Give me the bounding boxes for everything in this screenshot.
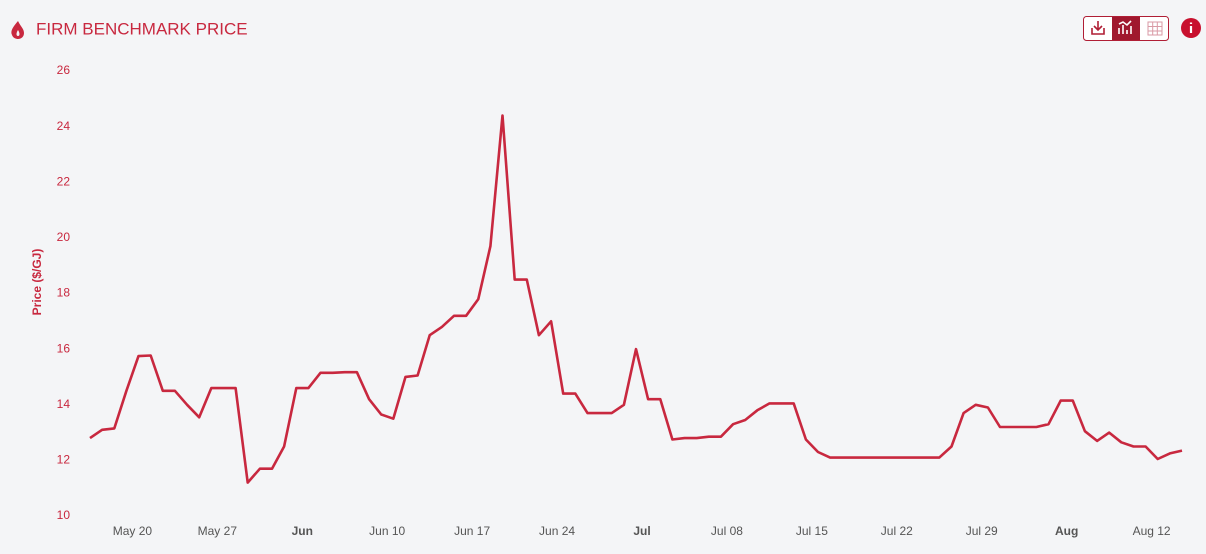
- x-tick-label: Jul 08: [711, 524, 743, 538]
- x-tick-label: Jun 17: [454, 524, 490, 538]
- y-tick-label: 12: [57, 453, 71, 467]
- toolbar: [1083, 16, 1169, 41]
- x-tick-label: Aug 12: [1133, 524, 1171, 538]
- x-tick-label: May 27: [198, 524, 238, 538]
- y-tick-label: 22: [57, 174, 71, 188]
- x-tick-label: Jun: [292, 524, 313, 538]
- x-tick-label: Jul 29: [966, 524, 998, 538]
- chart-title: FIRM BENCHMARK PRICE: [36, 19, 248, 38]
- y-tick-label: 14: [57, 397, 71, 411]
- table-view-button[interactable]: [1147, 21, 1163, 36]
- y-axis-title: Price ($/GJ): [30, 249, 44, 316]
- download-icon: [1091, 21, 1105, 35]
- x-tick-label: May 20: [113, 524, 153, 538]
- y-tick-label: 20: [57, 230, 71, 244]
- y-tick-label: 24: [57, 119, 71, 133]
- chart-view-icon: [1118, 20, 1132, 34]
- x-tick-label: Jun 24: [539, 524, 575, 538]
- price-line: [89, 114, 1183, 484]
- y-tick-label: 10: [57, 508, 71, 522]
- info-button[interactable]: [1181, 18, 1201, 38]
- x-tick-label: Jul: [633, 524, 650, 538]
- y-tick-label: 16: [57, 341, 71, 355]
- x-tick-label: Jul 22: [881, 524, 913, 538]
- y-tick-label: 26: [57, 63, 71, 77]
- table-view-icon: [1147, 21, 1163, 36]
- x-tick-label: Jul 15: [796, 524, 828, 538]
- chart-view-button[interactable]: [1112, 17, 1140, 40]
- download-button[interactable]: [1091, 21, 1105, 35]
- x-tick-label: Jun 10: [369, 524, 405, 538]
- flame-icon: [11, 21, 24, 39]
- x-tick-label: Aug: [1055, 524, 1078, 538]
- y-tick-label: 18: [57, 286, 71, 300]
